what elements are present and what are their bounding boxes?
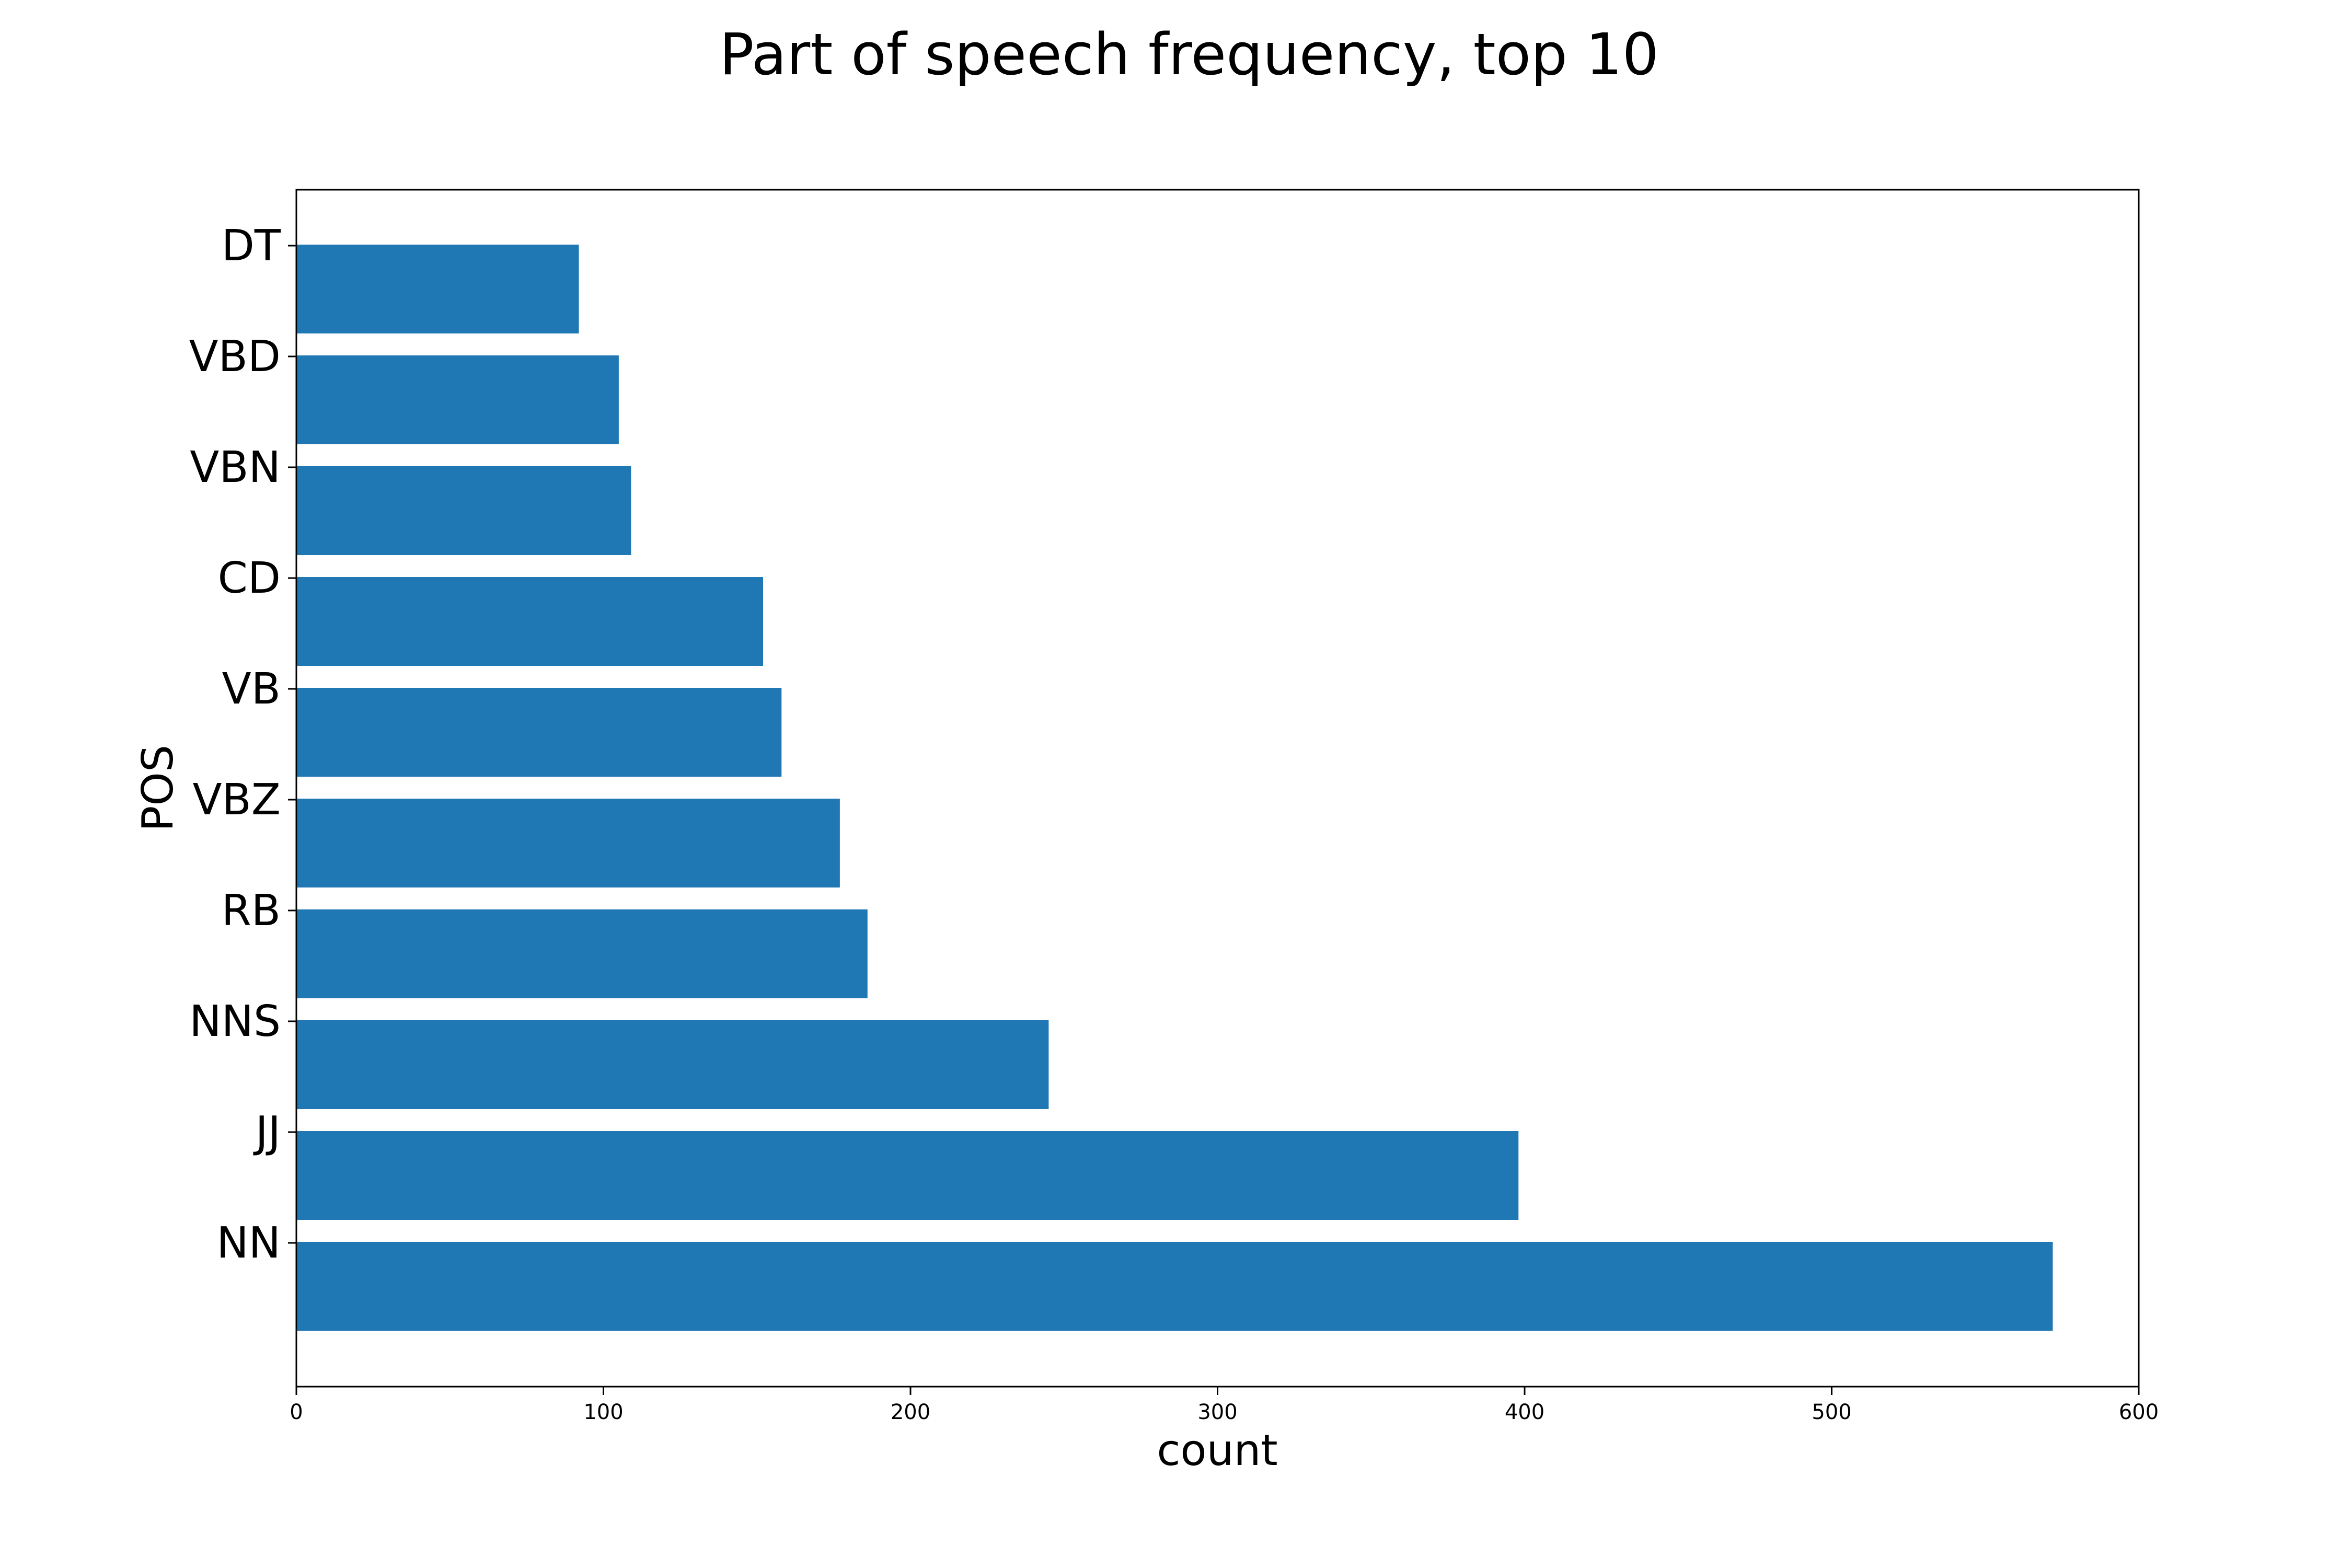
bar-vbn [296,466,631,555]
x-axis-ticks: 0 100 200 300 400 500 600 [290,1387,2159,1424]
plot-frame [295,189,2140,1388]
y-axis-ticks: NN JJ NNS RB VBZ VB CD VBN VBD DT [189,221,296,1268]
y-tick-label-jj: JJ [253,1108,281,1157]
x-tick-label-0: 0 [290,1400,303,1424]
bar-vbz [296,799,840,887]
y-tick-label-dt: DT [222,221,281,271]
y-tick-label-vbd: VBD [189,332,281,382]
x-tick-label-600: 600 [2119,1400,2159,1424]
bar-dt [296,245,579,333]
y-tick-label-rb: RB [222,886,281,936]
x-tick-label-300: 300 [1197,1400,1237,1424]
x-tick-label-200: 200 [891,1400,930,1424]
bar-cd [296,577,763,666]
y-tick-label-nn: NN [216,1218,281,1268]
bar-rb [296,909,868,998]
chart-title: Part of speech frequency, top 10 [719,21,1659,88]
y-axis-label: POS [133,745,183,832]
y-tick-label-vbn: VBN [190,443,281,492]
bar-vbd [296,355,619,444]
x-tick-label-500: 500 [1812,1400,1851,1424]
bar-vb [296,688,782,777]
y-tick-label-nns: NNS [189,997,281,1046]
bar-nns [296,1020,1049,1109]
bar-jj [296,1131,1519,1220]
x-tick-label-400: 400 [1505,1400,1544,1424]
x-axis-label: count [1157,1426,1277,1475]
y-tick-label-vb: VB [222,664,281,714]
y-tick-label-cd: CD [218,554,281,603]
bars-group [296,245,2053,1331]
x-tick-label-100: 100 [583,1400,623,1424]
y-tick-label-vbz: VBZ [192,775,281,825]
bar-nn [296,1242,2053,1331]
